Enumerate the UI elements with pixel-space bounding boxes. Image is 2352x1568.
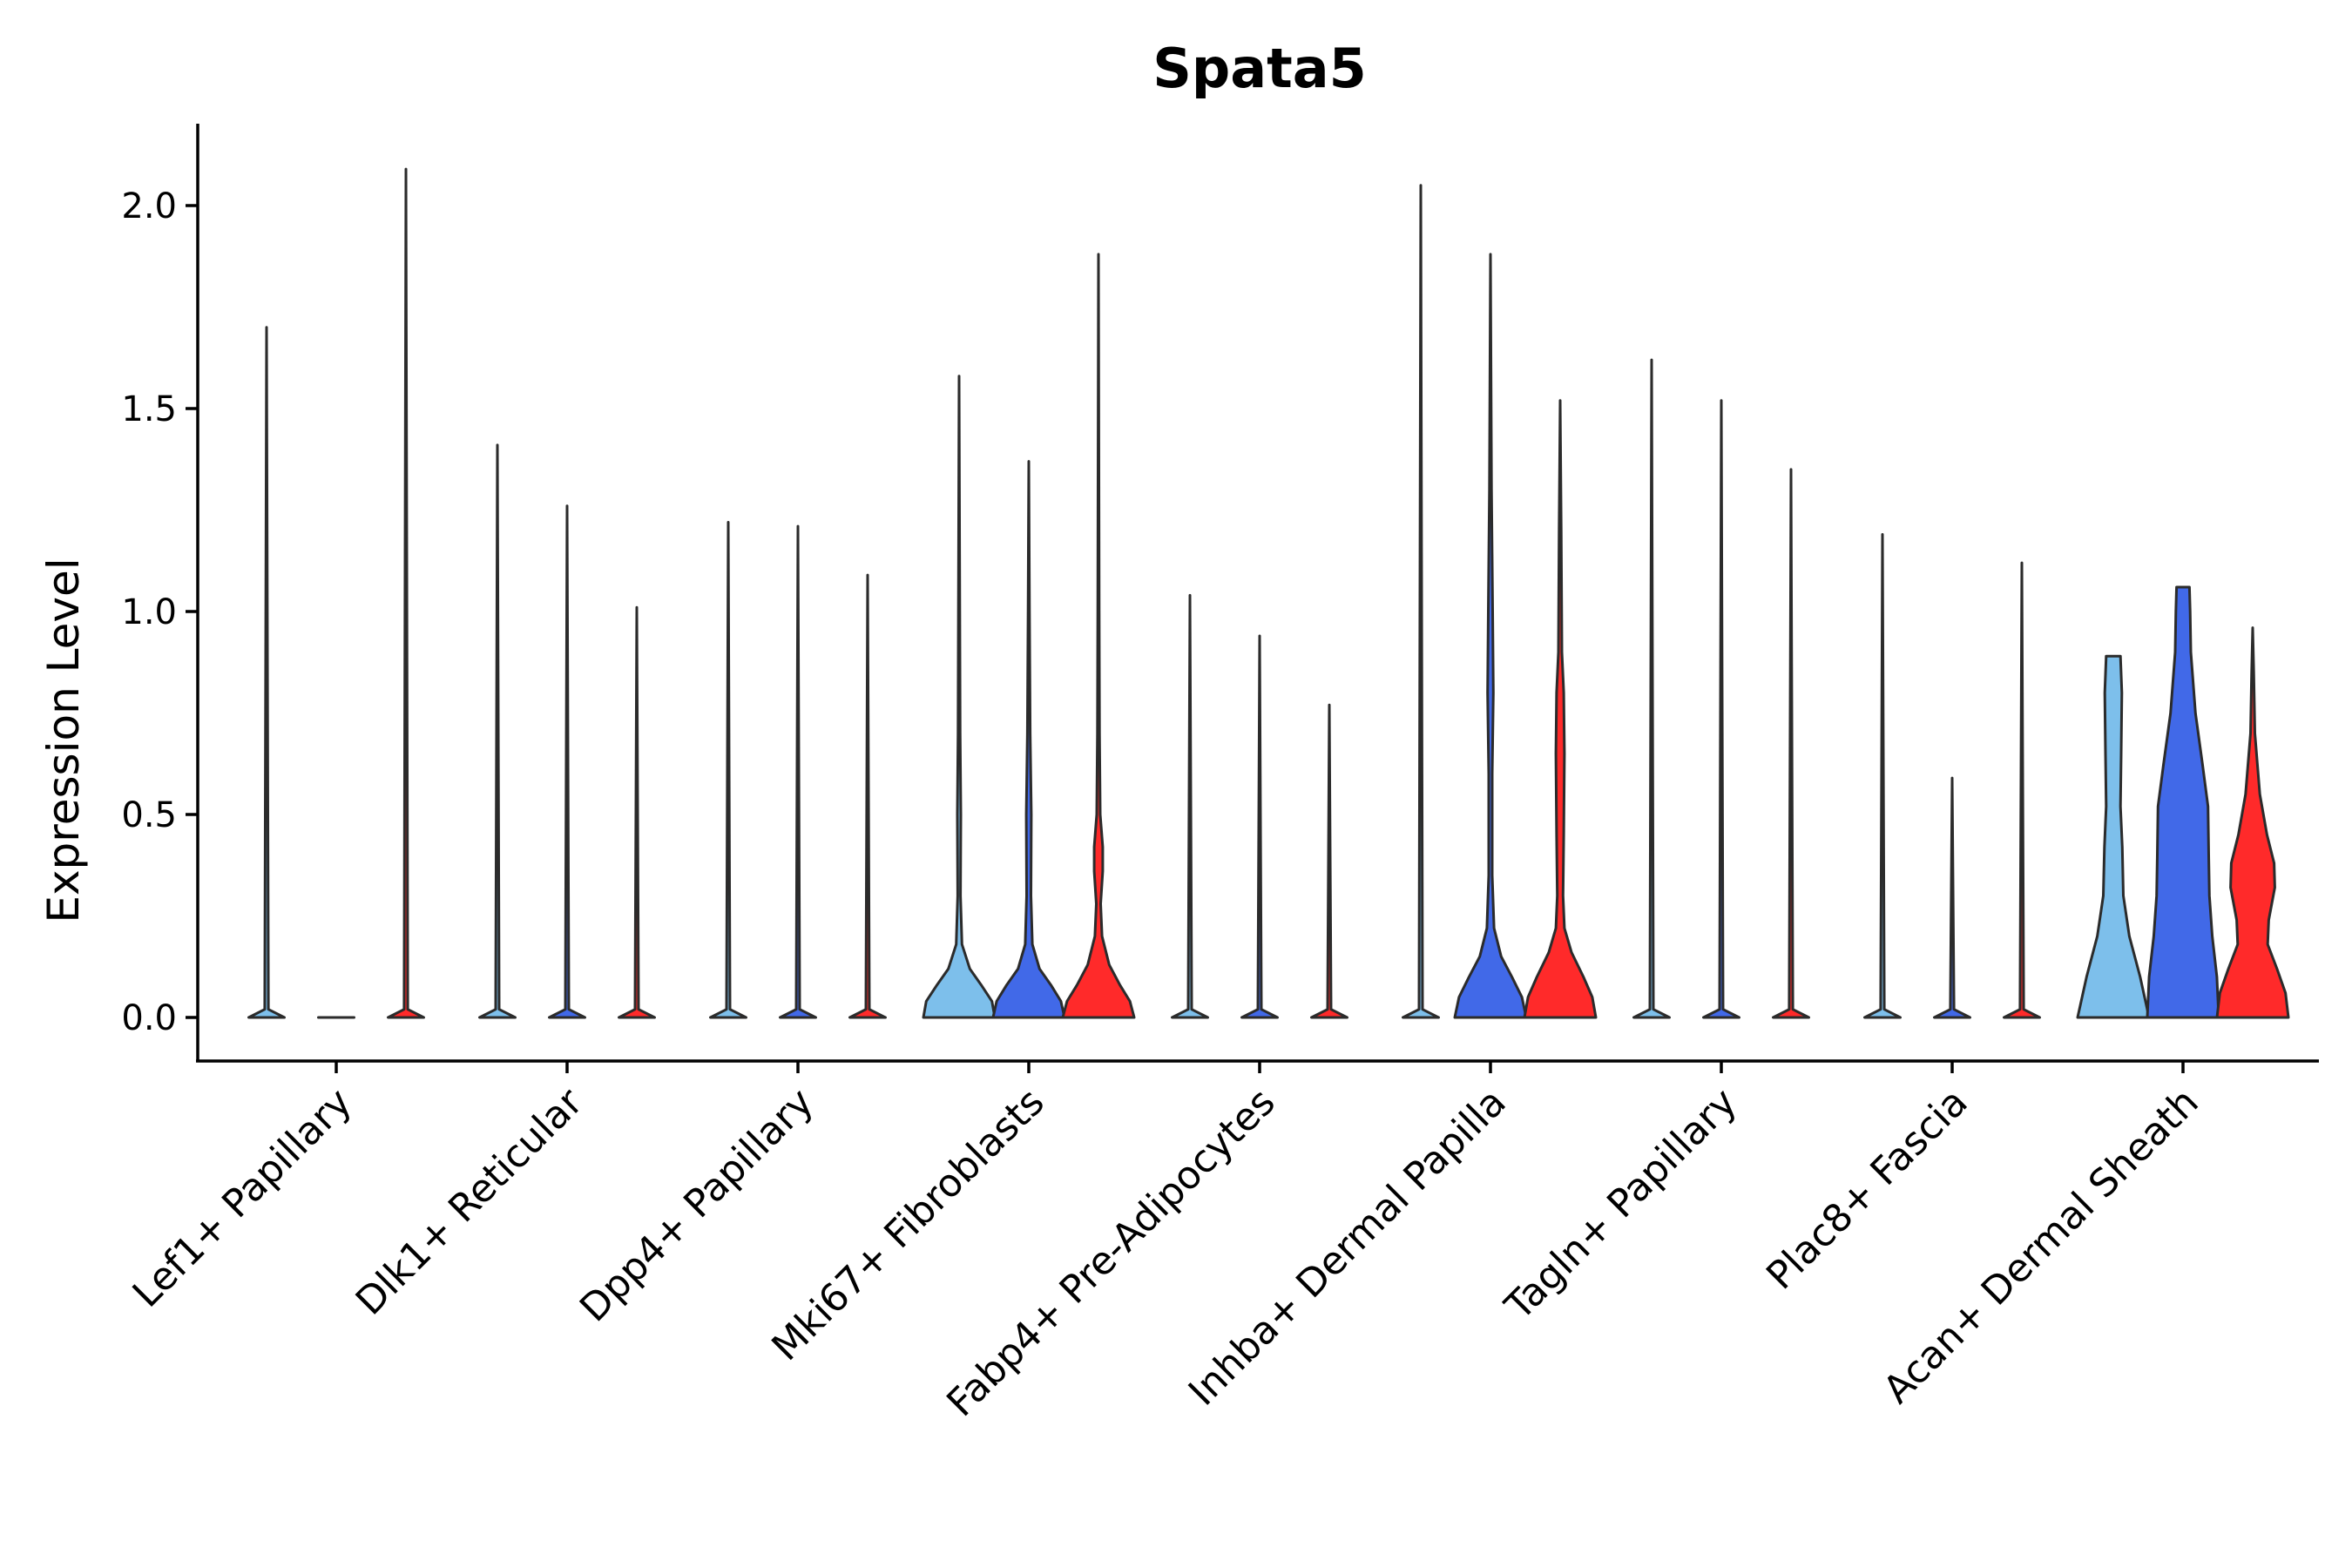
y-tick-label: 1.0	[121, 592, 177, 632]
violin-dpp4-papillary-group3	[848, 573, 887, 1019]
violin-dlk1-reticular-group1	[478, 443, 517, 1019]
violin-plac8-fascia-group3	[2003, 561, 2041, 1019]
violin-inhba-dermal-papilla-group3	[1523, 399, 1598, 1019]
x-tick-label: Plac8+ Fascia	[1758, 1080, 1977, 1299]
violin-dpp4-papillary-group2	[779, 524, 817, 1019]
x-tick-label: Lef1+ Papillary	[125, 1080, 361, 1316]
y-tick-label: 1.5	[121, 389, 177, 429]
violin-mki67-fibroblasts-group1	[922, 375, 997, 1019]
violin-inhba-dermal-papilla-group2	[1453, 253, 1528, 1019]
violin-inhba-dermal-papilla-group1	[1402, 184, 1440, 1019]
violin-acan-dermal-sheath-group3	[2215, 626, 2290, 1019]
x-tick-label: Tagln+ Papillary	[1497, 1080, 1746, 1329]
violin-tagln-papillary-group3	[1772, 468, 1810, 1019]
y-tick-label: 0.5	[121, 795, 177, 835]
y-tick-label: 2.0	[121, 186, 177, 226]
y-tick-label: 0.0	[121, 998, 177, 1038]
violin-fabp4-pre-adipocytes-group2	[1240, 634, 1279, 1019]
violin-plac8-fascia-group1	[1863, 533, 1902, 1019]
y-axis-label: Expression Level	[38, 558, 89, 923]
violin-dlk1-reticular-group2	[548, 504, 586, 1019]
violin-fabp4-pre-adipocytes-group1	[1171, 593, 1209, 1019]
violin-mki67-fibroblasts-group2	[991, 460, 1066, 1019]
violin-mki67-fibroblasts-group3	[1061, 253, 1136, 1019]
violin-tagln-papillary-group1	[1632, 358, 1671, 1019]
y-ticks: 0.0 0.5 1.0 1.5 2.0	[121, 186, 198, 1038]
violin-fabp4-pre-adipocytes-group3	[1310, 703, 1348, 1019]
x-tick-label: Dpp4+ Papillary	[571, 1080, 822, 1331]
chart-title: Spata5	[1152, 37, 1367, 100]
axes	[196, 124, 2319, 1063]
violin-lef1-papillary-group1	[247, 326, 286, 1019]
x-tick-label: Dlk1+ Reticular	[348, 1079, 592, 1324]
violin-acan-dermal-sheath-group1	[2076, 654, 2151, 1019]
violin-dpp4-papillary-group1	[709, 521, 747, 1019]
violin-lef1-papillary-group3	[387, 167, 425, 1019]
violin-layer	[247, 167, 2290, 1019]
violin-dlk1-reticular-group3	[618, 605, 656, 1019]
violin-tagln-papillary-group2	[1702, 399, 1740, 1019]
violin-plac8-fascia-group2	[1933, 776, 1971, 1019]
violin-acan-dermal-sheath-group2	[2146, 585, 2220, 1019]
